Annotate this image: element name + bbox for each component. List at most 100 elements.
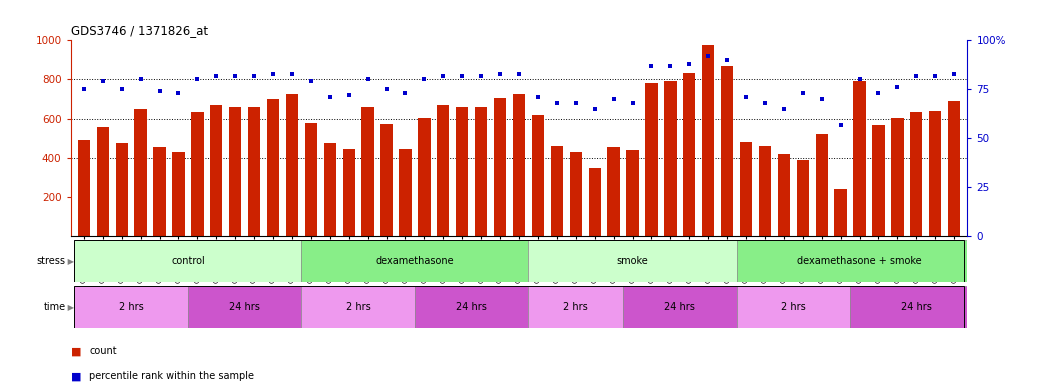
Bar (135, 109, 146, 236)
Point (398, 90, 414, 96)
Point (283, 71, 300, 77)
Point (416, 76, 433, 83)
Bar (305, 122, 317, 236)
Point (322, 94, 338, 100)
Text: stress: stress (36, 256, 65, 266)
Point (719, 57, 736, 63)
Bar (494, 98, 507, 236)
Bar (646, 83, 658, 236)
Text: percentile rank within the sample: percentile rank within the sample (89, 371, 254, 381)
Bar (415, 286, 528, 328)
Bar (115, 143, 128, 236)
Point (302, 78, 319, 84)
Bar (816, 134, 828, 236)
Point (890, 84, 906, 90)
Point (870, 90, 886, 96)
Bar (607, 147, 620, 236)
Bar (737, 240, 983, 282)
Point (814, 96, 830, 102)
Bar (948, 101, 960, 236)
Bar (623, 286, 737, 328)
Bar (324, 143, 336, 236)
Bar (570, 152, 582, 236)
Text: 2 hrs: 2 hrs (564, 302, 589, 312)
Text: 24 hrs: 24 hrs (229, 302, 261, 312)
Point (700, 53, 716, 59)
Bar (191, 113, 203, 236)
Point (927, 73, 944, 79)
Text: 2 hrs: 2 hrs (346, 302, 371, 312)
Point (605, 96, 622, 102)
Point (435, 73, 452, 79)
Bar (664, 81, 677, 236)
Bar (796, 160, 809, 236)
Bar (75, 286, 188, 328)
Bar (285, 94, 298, 236)
Bar (154, 147, 166, 236)
Point (832, 121, 849, 127)
Point (473, 73, 490, 79)
Bar (267, 99, 279, 236)
Bar (759, 146, 771, 236)
Point (757, 100, 773, 106)
Point (568, 100, 584, 106)
Bar (97, 127, 109, 236)
Bar (78, 140, 90, 236)
Bar (910, 112, 923, 236)
Point (152, 88, 168, 94)
Point (378, 86, 394, 92)
Point (775, 106, 792, 112)
Text: ▶: ▶ (65, 303, 75, 312)
Bar (589, 167, 601, 236)
Bar (229, 107, 242, 236)
Point (946, 71, 962, 77)
Point (340, 92, 357, 98)
Bar (740, 142, 753, 236)
Point (529, 94, 546, 100)
Text: dexamethasone: dexamethasone (376, 256, 455, 266)
Bar (75, 240, 301, 282)
Bar (626, 150, 638, 236)
Bar (343, 149, 355, 236)
Text: ▶: ▶ (65, 257, 75, 266)
Bar (400, 149, 412, 236)
Bar (513, 94, 525, 236)
Bar (721, 66, 733, 236)
Text: GDS3746 / 1371826_at: GDS3746 / 1371826_at (71, 24, 208, 37)
Bar (531, 115, 544, 236)
Point (548, 100, 565, 106)
Point (94, 78, 111, 84)
Bar (456, 107, 468, 236)
Point (454, 73, 470, 79)
Bar (301, 240, 528, 282)
Point (794, 90, 811, 96)
Text: 2 hrs: 2 hrs (118, 302, 143, 312)
Point (851, 76, 868, 83)
Bar (683, 73, 695, 236)
Bar (380, 124, 392, 236)
Bar (872, 124, 884, 236)
Point (189, 76, 206, 83)
Bar (475, 107, 487, 236)
Point (132, 76, 148, 83)
Text: time: time (44, 302, 65, 312)
Text: ■: ■ (71, 371, 81, 381)
Bar (528, 240, 737, 282)
Bar (551, 146, 563, 236)
Point (170, 90, 187, 96)
Point (227, 73, 244, 79)
Point (208, 73, 224, 79)
Text: 24 hrs: 24 hrs (457, 302, 487, 312)
Bar (835, 189, 847, 236)
Bar (301, 286, 415, 328)
Text: control: control (171, 256, 204, 266)
Bar (188, 286, 301, 328)
Point (113, 86, 130, 92)
Bar (437, 105, 449, 236)
Bar (853, 81, 866, 236)
Bar (248, 107, 261, 236)
Point (681, 61, 698, 67)
Text: 24 hrs: 24 hrs (664, 302, 695, 312)
Point (738, 94, 755, 100)
Point (624, 100, 640, 106)
